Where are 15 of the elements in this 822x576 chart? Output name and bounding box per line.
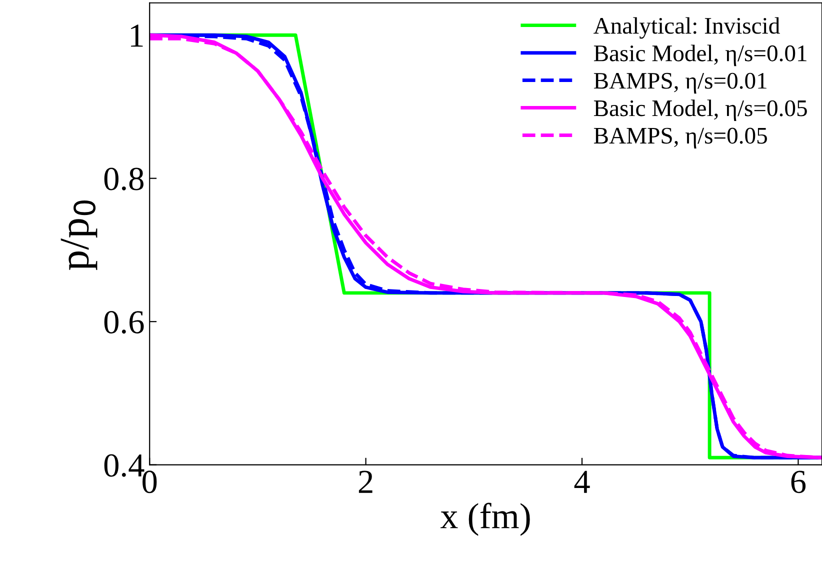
legend-label: Basic Model, η/s=0.05 (594, 100, 807, 122)
x-tick-label: 6 (791, 470, 806, 494)
x-tick-label: 2 (358, 470, 372, 493)
x-axis-title: x (fm) (440, 502, 530, 536)
x-tick-label: 4 (574, 470, 590, 493)
y-tick-label: 0.6 (104, 310, 144, 334)
y-tick-label: 0.8 (104, 168, 144, 190)
legend-label: Basic Model, η/s=0.01 (594, 44, 806, 66)
legend-label: Analytical: Inviscid (594, 17, 780, 39)
y-tick-label: 1 (131, 24, 143, 47)
x-tick-label: 0 (142, 470, 157, 494)
y-tick-label: 0.4 (104, 454, 144, 477)
legend-label: BAMPS, η/s=0.01 (594, 72, 766, 94)
legend-label: BAMPS, η/s=0.05 (594, 128, 767, 149)
y-axis-title: p/p$_{0}$ (60, 200, 98, 270)
